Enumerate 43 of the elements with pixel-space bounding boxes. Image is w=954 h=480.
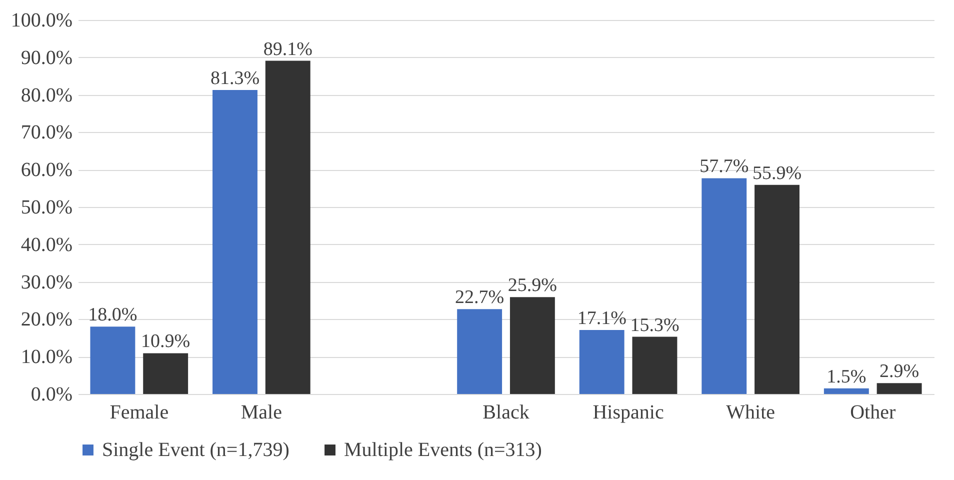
legend-label: Single Event (n=1,739) <box>102 439 290 461</box>
bar <box>212 90 258 394</box>
data-label: 15.3% <box>630 314 680 336</box>
y-tick-label: 30.0% <box>20 271 72 294</box>
y-tick-label: 20.0% <box>20 308 72 331</box>
x-tick-label: White <box>726 402 776 424</box>
bar <box>876 383 922 394</box>
bar <box>143 353 188 394</box>
y-tick-label: 90.0% <box>20 46 72 69</box>
data-label: 25.9% <box>508 275 558 296</box>
x-tick-label: Black <box>482 402 530 424</box>
bar <box>702 178 747 394</box>
y-tick-label: 10.0% <box>20 346 72 368</box>
bar <box>579 330 624 394</box>
data-label: 57.7% <box>700 156 749 178</box>
data-label: 55.9% <box>752 162 802 184</box>
bar <box>754 184 800 394</box>
data-label: 2.9% <box>880 361 920 382</box>
y-tick-label: 50.0% <box>20 196 72 218</box>
x-tick-label: Female <box>110 402 169 424</box>
data-label: 17.1% <box>577 308 627 330</box>
data-label: 18.0% <box>88 304 138 326</box>
x-tick-label: Hispanic <box>592 402 664 424</box>
y-tick-label: 0.0% <box>30 384 72 406</box>
bar <box>510 297 555 394</box>
y-tick-label: 100.0% <box>10 10 72 32</box>
bar <box>90 326 136 394</box>
data-label: 22.7% <box>455 287 504 308</box>
y-tick-label: 60.0% <box>20 159 72 182</box>
data-label: 81.3% <box>210 68 260 89</box>
bar <box>457 309 502 394</box>
y-tick-label: 80.0% <box>20 84 72 106</box>
y-tick-label: 70.0% <box>20 122 72 144</box>
legend-label: Multiple Events (n=313) <box>344 439 542 461</box>
x-tick-label: Male <box>240 402 282 424</box>
data-label: 10.9% <box>141 331 190 352</box>
data-label: 1.5% <box>826 366 866 388</box>
y-tick-label: 40.0% <box>20 234 72 256</box>
x-tick-label: Other <box>850 402 896 424</box>
data-label: 89.1% <box>263 38 313 60</box>
bar <box>632 336 678 394</box>
bar <box>824 388 869 394</box>
bar <box>265 60 310 394</box>
